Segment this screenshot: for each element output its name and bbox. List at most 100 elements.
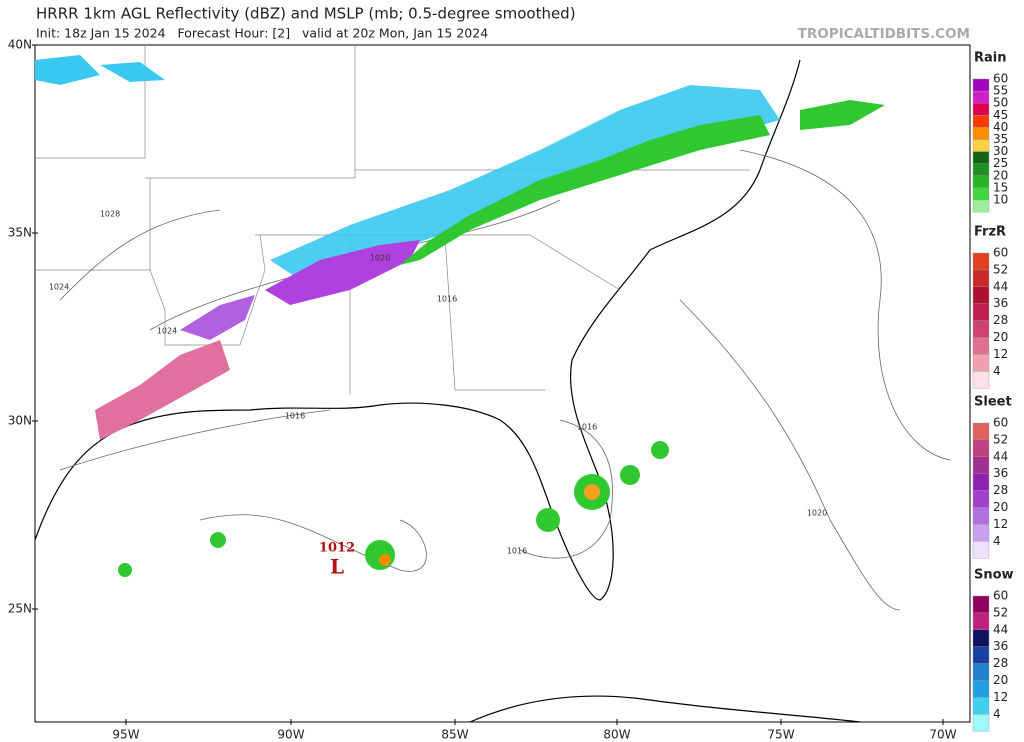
lon-label: 85W	[441, 728, 468, 742]
legend-label: 25	[993, 156, 1008, 170]
legend-swatch	[972, 139, 990, 152]
legend-label: 60	[993, 589, 1008, 603]
isobar-label: 1020	[807, 509, 827, 518]
legend-swatch	[972, 199, 990, 213]
legend-label: 12	[993, 517, 1008, 531]
legend-label: 12	[993, 690, 1008, 704]
legend-swatch	[972, 175, 990, 189]
legend-swatch	[972, 127, 990, 140]
legend-swatch	[972, 102, 990, 116]
isobar-label: 1016	[285, 412, 305, 421]
legend-swatch	[972, 90, 990, 104]
legend-swatch	[972, 269, 990, 287]
precipitation	[35, 55, 885, 577]
legend-label: 36	[993, 639, 1008, 653]
legend-label: 4	[993, 534, 1001, 548]
legend-swatch	[972, 151, 990, 164]
legend-swatch	[972, 303, 990, 321]
legend-label: 60	[993, 416, 1008, 430]
legend-swatch	[972, 490, 990, 508]
legend-swatch	[972, 507, 990, 525]
legend-swatch	[972, 252, 990, 271]
legend-label: 52	[993, 262, 1008, 276]
lat-label: 25N	[8, 602, 32, 616]
legend-label: 10	[993, 193, 1008, 207]
legend-swatch	[972, 595, 990, 614]
legend-label: 55	[993, 84, 1008, 98]
isobar-label: 1016	[577, 423, 597, 432]
title: HRRR 1km AGL Reflectivity (dBZ) and MSLP…	[36, 5, 576, 23]
legend-label: 28	[993, 313, 1008, 327]
lat-label: 40N	[8, 38, 32, 52]
legend-swatch	[972, 163, 990, 176]
isobar-label: 1020	[370, 254, 390, 263]
legend-title: Sleet	[974, 395, 1012, 410]
legend-title: FrzR	[974, 225, 1006, 240]
legend-label: 20	[993, 330, 1008, 344]
legend-label: 30	[993, 144, 1008, 158]
legend-label: 20	[993, 673, 1008, 687]
legend-label: 40	[993, 120, 1008, 134]
legend-swatch	[972, 646, 990, 664]
legend-swatch	[972, 78, 990, 92]
legend-swatch	[972, 422, 990, 441]
low-pressure: 1012	[319, 541, 355, 556]
legend-swatch	[972, 612, 990, 631]
isobar-label: 1024	[157, 327, 177, 336]
legend-swatch	[972, 541, 990, 559]
legend-label: 28	[993, 483, 1008, 497]
source: TROPICALTIDBITS.COM	[798, 26, 970, 42]
legend-swatch	[972, 456, 990, 474]
legend-swatch	[972, 473, 990, 491]
legend-swatch	[972, 337, 990, 355]
isobar-label: 1016	[437, 295, 457, 304]
legend-title: Rain	[974, 51, 1007, 66]
map	[34, 44, 971, 723]
legend-label: 36	[993, 296, 1008, 310]
low-symbol: L	[330, 555, 344, 579]
lat-label: 35N	[8, 226, 32, 240]
legend-label: 44	[993, 622, 1008, 636]
legend-label: 50	[993, 96, 1008, 110]
legend-title: Snow	[974, 568, 1014, 583]
legend-swatch	[972, 115, 990, 128]
legend-label: 20	[993, 500, 1008, 514]
subtitle: Init: 18z Jan 15 2024 Forecast Hour: [2]…	[36, 26, 488, 41]
legend-label: 35	[993, 132, 1008, 146]
legend-label: 60	[993, 72, 1008, 86]
legend-swatch	[972, 439, 990, 457]
legend-swatch	[972, 187, 990, 201]
isobar-label: 1016	[507, 547, 527, 556]
lon-label: 95W	[112, 728, 139, 742]
legend-label: 45	[993, 108, 1008, 122]
legend-swatch	[972, 629, 990, 647]
legend-swatch	[972, 663, 990, 681]
isobar-label: 1024	[49, 283, 69, 292]
legend-swatch	[972, 371, 990, 389]
legend-label: 52	[993, 432, 1008, 446]
legend-swatch	[972, 320, 990, 338]
legend-label: 20	[993, 168, 1008, 182]
legend-swatch	[972, 286, 990, 304]
legend-label: 36	[993, 466, 1008, 480]
legend-label: 52	[993, 605, 1008, 619]
legend-label: 15	[993, 180, 1008, 194]
isobar-label: 1028	[100, 210, 120, 219]
legend-swatch	[972, 524, 990, 542]
legend-swatch	[972, 354, 990, 372]
legend-swatch	[972, 714, 990, 732]
legend-swatch	[972, 697, 990, 715]
legend-label: 44	[993, 279, 1008, 293]
legend-label: 4	[993, 364, 1001, 378]
legend-label: 28	[993, 656, 1008, 670]
lat-label: 30N	[8, 414, 32, 428]
lon-label: 90W	[277, 728, 304, 742]
legend-label: 4	[993, 707, 1001, 721]
lon-label: 70W	[929, 728, 956, 742]
lon-label: 75W	[767, 728, 794, 742]
legend-label: 44	[993, 449, 1008, 463]
legend-label: 60	[993, 246, 1008, 260]
legend-label: 12	[993, 347, 1008, 361]
